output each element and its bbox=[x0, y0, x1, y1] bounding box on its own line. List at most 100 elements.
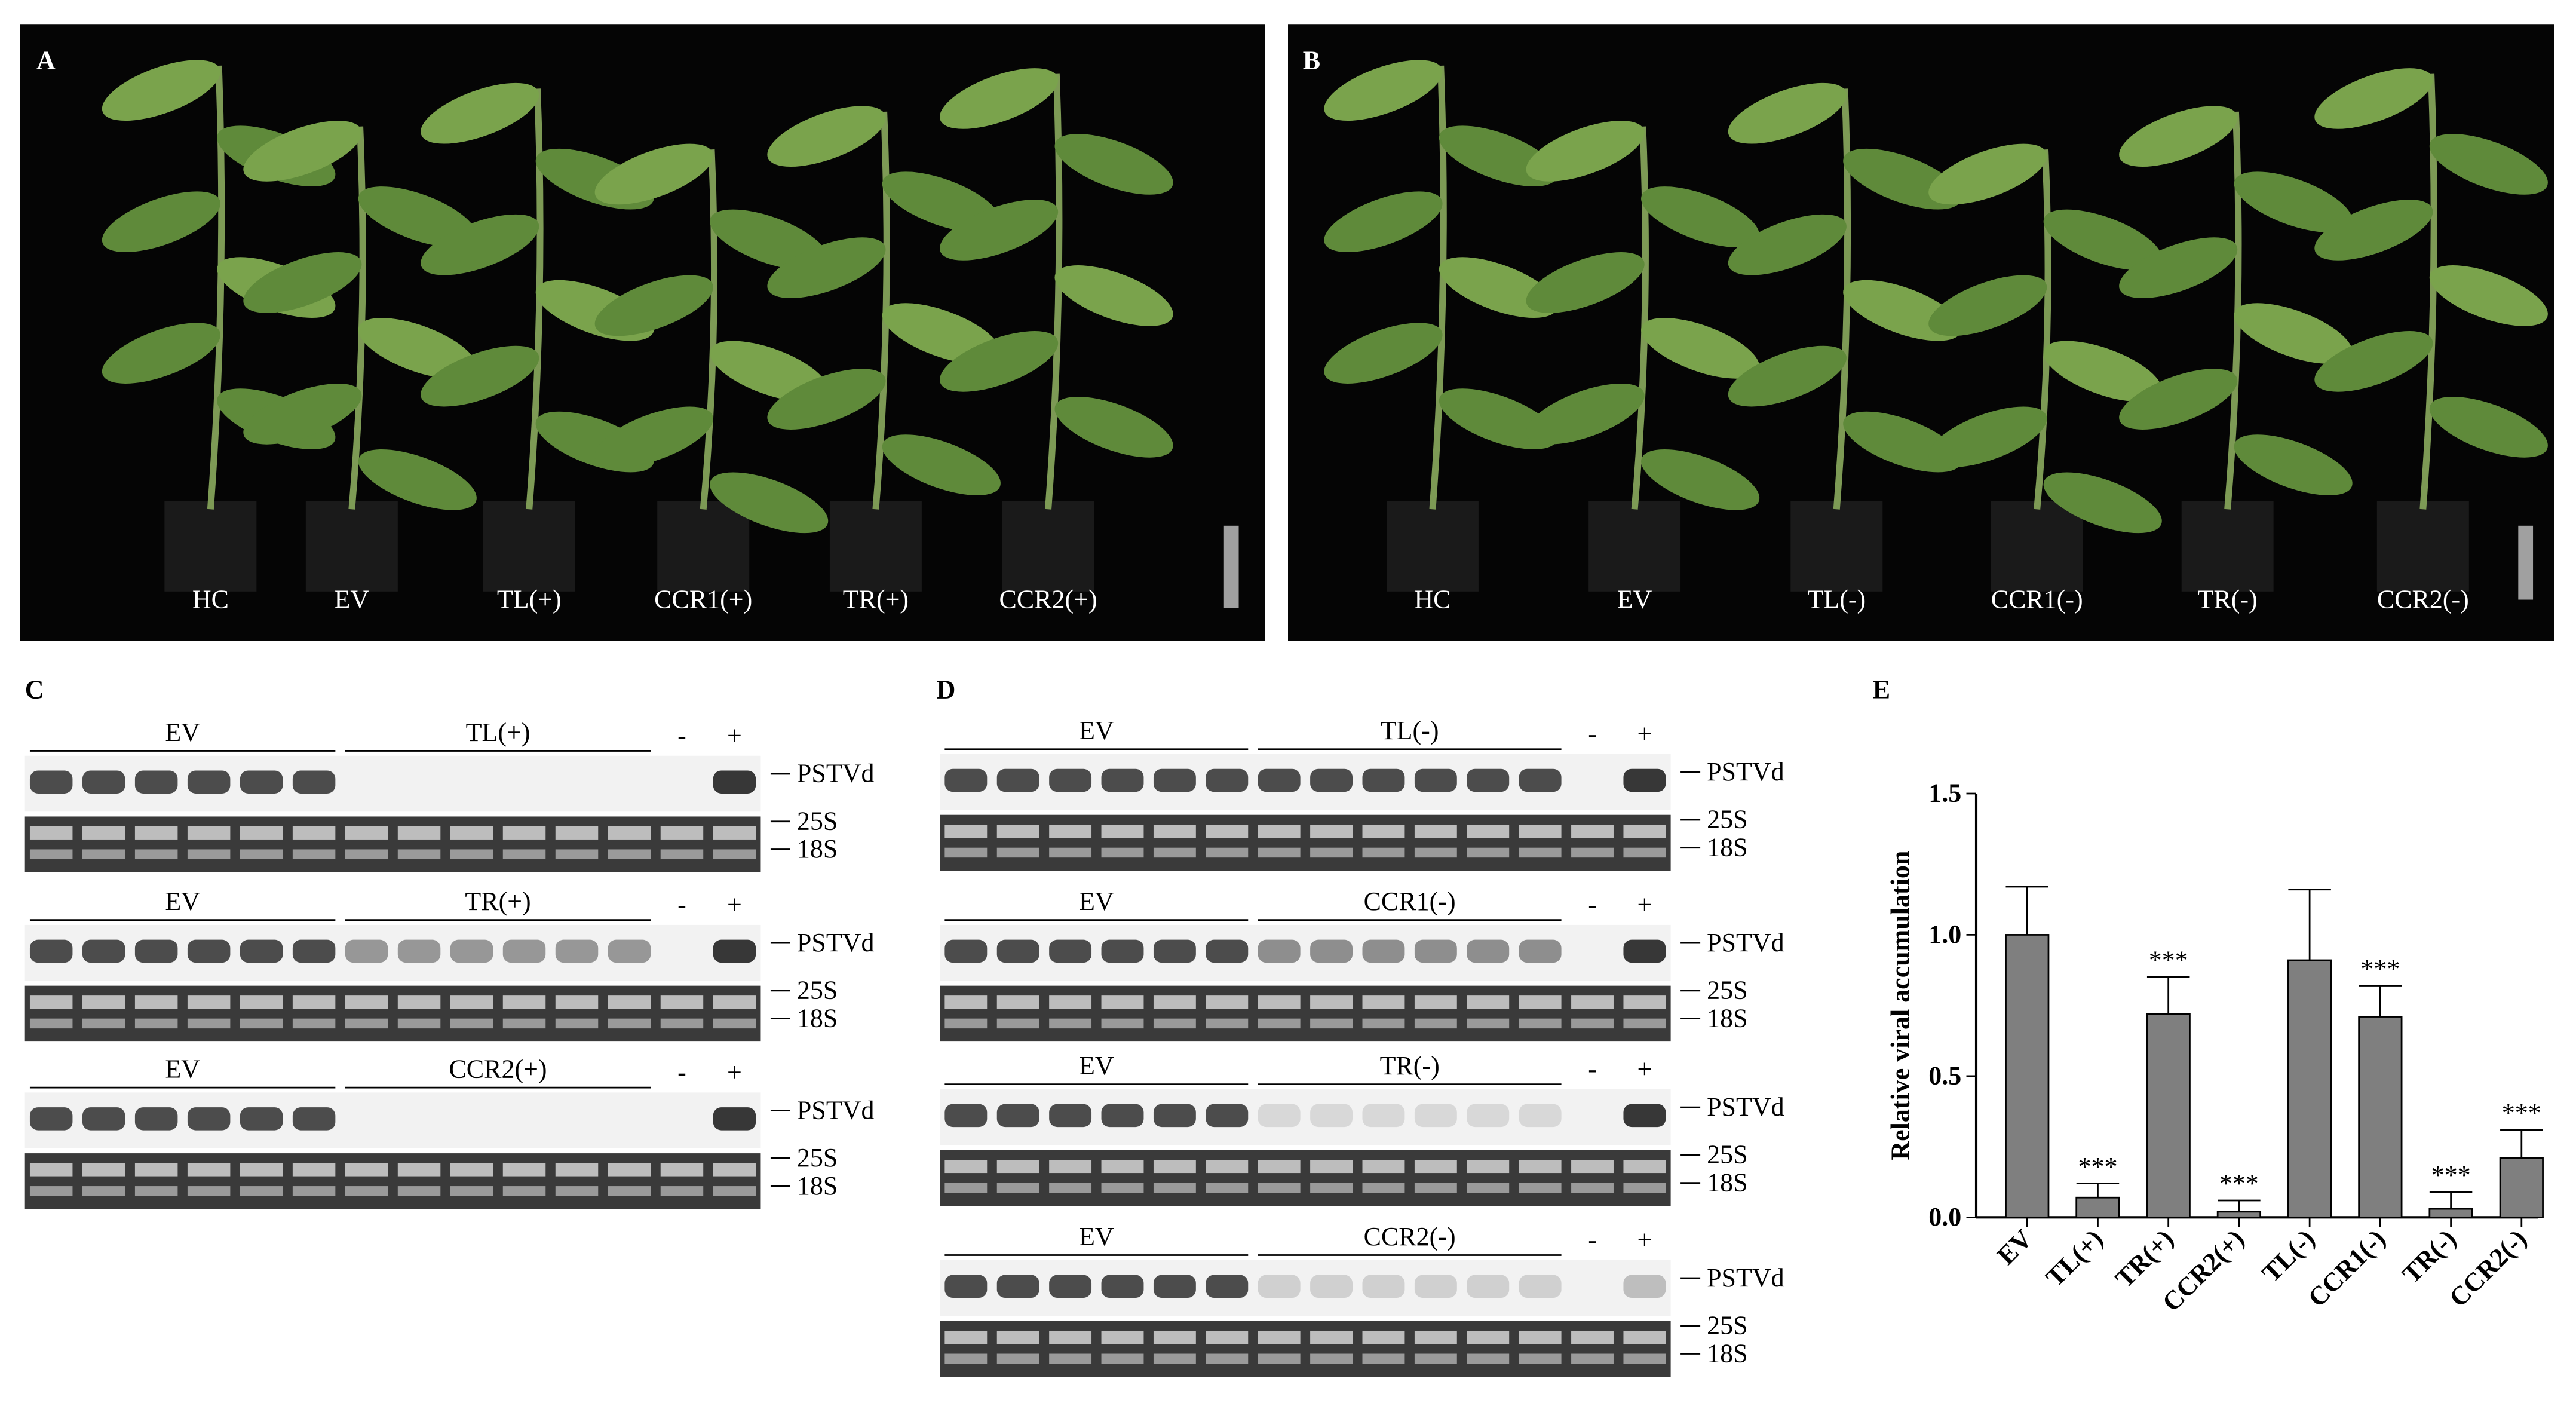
neg-label: - bbox=[1588, 1055, 1597, 1084]
leaf bbox=[421, 82, 539, 144]
rrna-band bbox=[608, 1186, 651, 1196]
rrna-band bbox=[292, 849, 336, 859]
rrna-band bbox=[944, 825, 988, 838]
leaf bbox=[2314, 68, 2433, 129]
leaf bbox=[767, 369, 886, 430]
leaf bbox=[2234, 434, 2353, 495]
leaf bbox=[710, 472, 829, 534]
leaf bbox=[882, 434, 1001, 495]
rrna-band bbox=[1623, 1018, 1666, 1029]
band-label: 25S bbox=[1707, 1311, 1747, 1340]
rrna-band bbox=[292, 995, 336, 1009]
rrna-band bbox=[1101, 995, 1144, 1009]
group-label: EV bbox=[1079, 716, 1114, 745]
group-label: EV bbox=[1079, 887, 1114, 916]
rrna-band bbox=[502, 849, 546, 859]
pstvd-band bbox=[1519, 1275, 1562, 1298]
rrna-band bbox=[944, 1018, 988, 1029]
rrna-band bbox=[608, 826, 651, 840]
bar bbox=[2428, 1208, 2473, 1218]
rrna-band bbox=[1049, 1160, 1092, 1174]
pstvd-band bbox=[1049, 768, 1092, 792]
group-label: EV bbox=[1079, 1222, 1114, 1251]
band-label: 25S bbox=[1707, 976, 1747, 1005]
rrna-band bbox=[134, 1163, 178, 1177]
rrna-band bbox=[292, 1186, 336, 1196]
pstvd-band bbox=[1519, 1104, 1562, 1128]
pot bbox=[829, 501, 922, 592]
pstvd-band bbox=[134, 770, 178, 794]
rrna-band bbox=[996, 1353, 1039, 1364]
pstvd-band bbox=[29, 939, 73, 963]
rrna-band bbox=[555, 1018, 599, 1029]
rrna-band bbox=[1467, 825, 1510, 838]
rrna-band bbox=[1049, 847, 1092, 858]
rrna-band bbox=[29, 826, 73, 840]
pstvd-band bbox=[944, 939, 988, 963]
leaf bbox=[594, 275, 713, 336]
rrna-band bbox=[1310, 825, 1353, 838]
panel-label: D bbox=[937, 675, 956, 704]
rrna-band bbox=[29, 1018, 73, 1029]
rrna-band bbox=[713, 849, 756, 859]
rrna-band bbox=[1414, 1160, 1457, 1174]
panel-label: E bbox=[1873, 675, 1890, 704]
leaf bbox=[102, 60, 220, 121]
rrna-band bbox=[1049, 995, 1092, 1009]
y-tick-label: 1.0 bbox=[1928, 920, 1961, 949]
x-tick-label: CCR2(-) bbox=[2443, 1224, 2532, 1313]
rrna-band bbox=[944, 847, 988, 858]
rrna-band bbox=[1519, 847, 1562, 858]
pstvd-band bbox=[1258, 1275, 1301, 1298]
rrna-band bbox=[944, 1183, 988, 1193]
leaf bbox=[1324, 191, 1443, 253]
leaf bbox=[243, 384, 362, 445]
rrna-band bbox=[1623, 825, 1666, 838]
pot bbox=[1002, 501, 1094, 592]
rrna-band bbox=[240, 995, 283, 1009]
rrna-band bbox=[555, 826, 599, 840]
stem bbox=[1429, 65, 1447, 510]
pos-label: + bbox=[1637, 719, 1652, 749]
pstvd-band bbox=[996, 939, 1039, 963]
rrna-band bbox=[996, 1018, 1039, 1029]
gel bbox=[940, 985, 1671, 1042]
pstvd-band bbox=[1623, 1275, 1666, 1298]
rrna-band bbox=[1519, 1183, 1562, 1193]
rrna-band bbox=[134, 1186, 178, 1196]
x-tick-label: TR(+) bbox=[2109, 1224, 2179, 1293]
rrna-band bbox=[1467, 1160, 1510, 1174]
pstvd-band bbox=[1362, 1104, 1405, 1128]
pstvd-band bbox=[1153, 1275, 1196, 1298]
bar bbox=[2358, 1016, 2403, 1218]
scale-bar bbox=[1223, 525, 1239, 608]
stem bbox=[1631, 126, 1649, 510]
pstvd-band bbox=[1101, 939, 1144, 963]
rrna-band bbox=[1258, 825, 1301, 838]
group-label: EV bbox=[1079, 1051, 1114, 1080]
pstvd-band bbox=[397, 939, 441, 963]
rrna-band bbox=[660, 995, 704, 1009]
plant-label: CCR2(-) bbox=[2377, 584, 2469, 614]
rrna-band bbox=[1206, 1353, 1249, 1364]
stem bbox=[1045, 73, 1063, 510]
rrna-band bbox=[996, 847, 1039, 858]
pstvd-band bbox=[187, 770, 231, 794]
rrna-band bbox=[1101, 847, 1144, 858]
rrna-band bbox=[1571, 1018, 1614, 1029]
rrna-band bbox=[82, 849, 125, 859]
plant-label: HC bbox=[1414, 584, 1450, 614]
x-tick-label: EV bbox=[1991, 1224, 2038, 1270]
pos-label: + bbox=[1637, 1055, 1652, 1084]
rrna-band bbox=[608, 1163, 651, 1177]
pstvd-band bbox=[1362, 768, 1405, 792]
gel bbox=[24, 985, 761, 1042]
rrna-band bbox=[292, 1018, 336, 1029]
pstvd-band bbox=[1101, 1104, 1144, 1128]
pstvd-band bbox=[1310, 768, 1353, 792]
rrna-band bbox=[555, 995, 599, 1009]
pot bbox=[1588, 501, 1681, 592]
rrna-band bbox=[134, 826, 178, 840]
rrna-band bbox=[1362, 1353, 1405, 1364]
leaf bbox=[1324, 323, 1443, 384]
